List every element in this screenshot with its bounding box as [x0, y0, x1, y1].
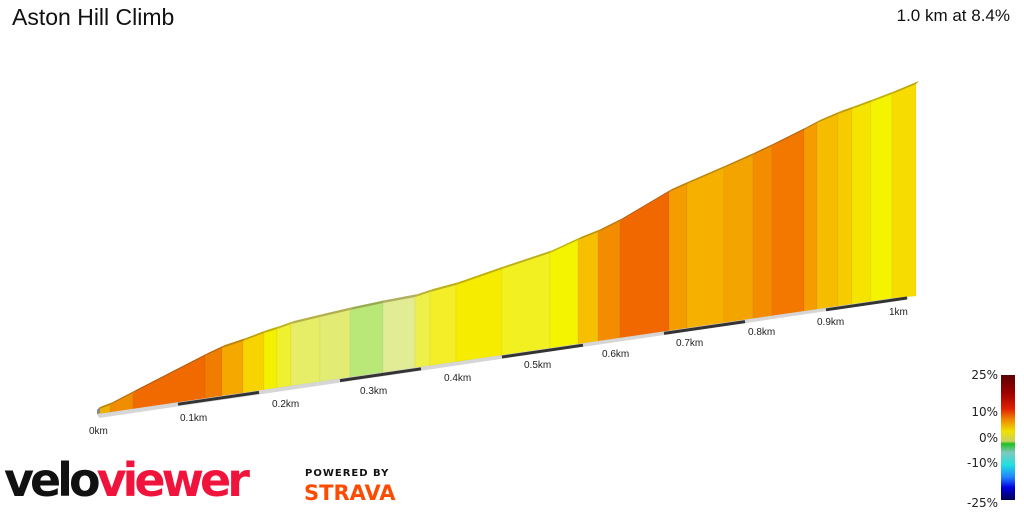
- distance-tick-label: 0.8km: [748, 327, 775, 338]
- gradient-segment: [597, 220, 621, 342]
- distance-tick-label: 0.1km: [180, 413, 207, 424]
- distance-tick-label: 0.6km: [602, 349, 629, 360]
- gradient-segment: [619, 191, 670, 339]
- gradient-segment: [349, 302, 384, 378]
- gradient-segment: [455, 268, 503, 363]
- gradient-segment: [870, 93, 893, 302]
- gradient-segment: [837, 108, 853, 307]
- colorbar-tick-min: -25%: [966, 496, 998, 510]
- distance-tick-label: 0.2km: [272, 399, 299, 410]
- distance-tick-label: 0.3km: [360, 386, 387, 397]
- gradient-segment: [382, 296, 416, 373]
- gradient-segment: [429, 284, 457, 366]
- gradient-segment: [263, 328, 278, 391]
- logo-viewer: viewer: [96, 453, 250, 507]
- gradient-segment: [686, 167, 725, 329]
- gradient-segment: [414, 291, 431, 369]
- colorbar-tick-10: 10%: [971, 405, 998, 419]
- colorbar-tick-neg10: -10%: [966, 456, 998, 470]
- distance-tick-label: 0.7km: [676, 338, 703, 349]
- gradient-segment: [891, 83, 917, 299]
- gradient-segment: [242, 332, 265, 394]
- gradient-segment: [204, 347, 223, 399]
- profile-top-edge: [97, 81, 919, 414]
- logo-velo: velo: [4, 453, 101, 507]
- distance-tick-label: 0.9km: [817, 317, 844, 328]
- colorbar-tick-max: 25%: [971, 368, 998, 382]
- gradient-segment: [803, 122, 818, 312]
- gradient-segment: [851, 101, 872, 305]
- gradient-segment: [723, 154, 754, 324]
- segment-title: Aston Hill Climb: [12, 4, 175, 30]
- colorbar-gradient: [1001, 375, 1015, 500]
- segment-summary: 1.0 km at 8.4%: [896, 6, 1010, 25]
- gradient-segment: [319, 309, 351, 382]
- distance-tick-label: 0.4km: [444, 373, 471, 384]
- gradient-segment: [577, 231, 599, 345]
- gradient-segment: [549, 239, 579, 349]
- gradient-segments: [96, 83, 917, 415]
- powered-by-label: POWERED BY: [305, 468, 390, 479]
- distance-tick-label: 0.5km: [524, 360, 551, 371]
- distance-tick-label: 1km: [889, 307, 908, 318]
- strava-logo[interactable]: STRAVA: [304, 481, 396, 505]
- gradient-colorbar: 25% 10% 0% -10% -25%: [948, 368, 1024, 512]
- gradient-segment: [501, 252, 551, 356]
- colorbar-tick-0: 0%: [978, 431, 998, 445]
- gradient-segment: [668, 183, 688, 332]
- gradient-segment: [290, 316, 321, 387]
- veloviewer-logo[interactable]: veloviewer: [4, 452, 250, 508]
- gradient-segment: [816, 113, 839, 310]
- gradient-segment: [771, 129, 805, 317]
- gradient-segment: [752, 145, 773, 319]
- gradient-segment: [221, 340, 244, 397]
- distance-axis: 0km 0.1km 0.2km 0.3km 0.4km 0.5km 0.6km 0.7km 0.…: [89, 296, 908, 437]
- gradient-segment: [276, 323, 292, 389]
- distance-tick-label: 0km: [89, 426, 108, 437]
